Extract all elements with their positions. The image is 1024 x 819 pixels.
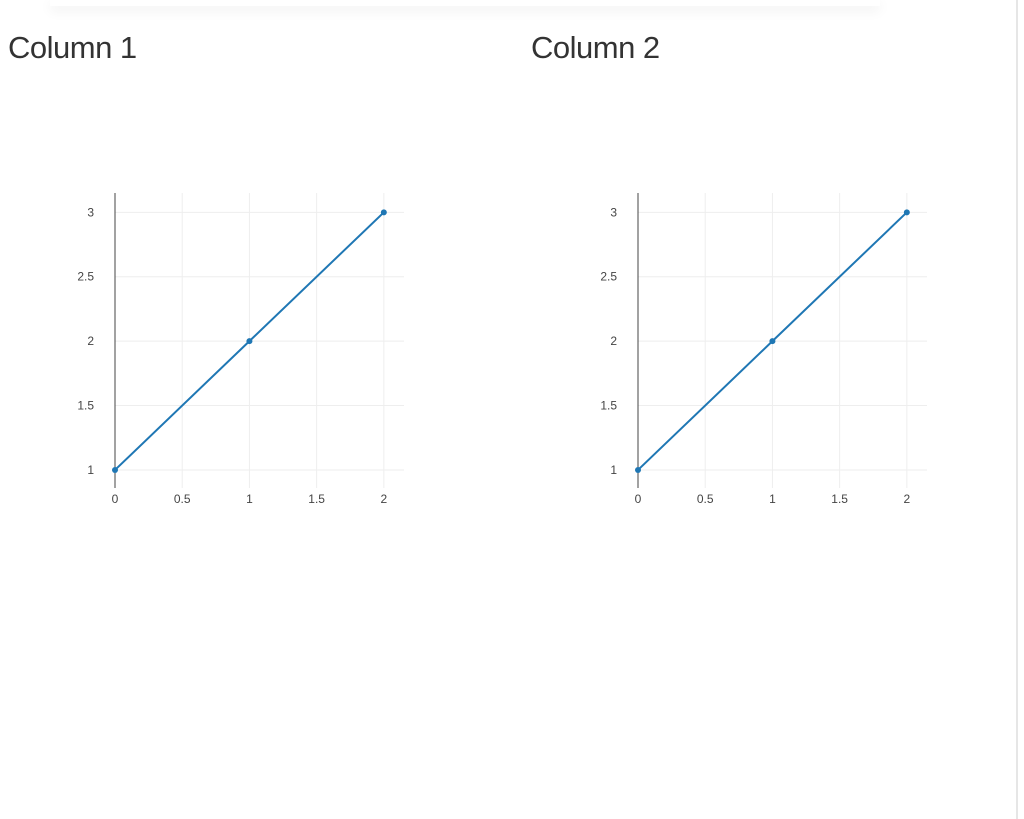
x-tick-label: 0.5 (697, 492, 714, 506)
y-tick-label: 2.5 (77, 270, 94, 284)
y-tick-label: 1.5 (77, 399, 94, 413)
x-tick-label: 1.5 (831, 492, 848, 506)
marker (112, 466, 118, 473)
x-tick-label: 0 (112, 492, 119, 506)
marker (635, 466, 641, 473)
x-tick-label: 0.5 (174, 492, 191, 506)
x-tick-label: 1.5 (308, 492, 325, 506)
x-tick-label: 1 (246, 492, 253, 506)
y-tick-label: 1.5 (600, 399, 617, 413)
marker (769, 338, 776, 345)
x-tick-label: 0 (635, 492, 642, 506)
marker (903, 209, 910, 216)
marker (246, 338, 253, 345)
x-tick-label: 2 (903, 492, 910, 506)
scrollbar (1016, 0, 1018, 819)
y-tick-label: 3 (87, 205, 94, 219)
y-tick-label: 3 (610, 205, 617, 219)
x-tick-label: 1 (769, 492, 776, 506)
column-heading: Column 2 (531, 30, 660, 65)
y-tick-label: 2.5 (600, 270, 617, 284)
marker (380, 209, 387, 216)
y-tick-label: 1 (610, 463, 617, 477)
x-tick-label: 2 (380, 492, 387, 506)
column-heading: Column 1 (8, 30, 137, 65)
y-tick-label: 2 (87, 334, 94, 348)
y-tick-label: 1 (87, 463, 94, 477)
y-tick-label: 2 (610, 334, 617, 348)
